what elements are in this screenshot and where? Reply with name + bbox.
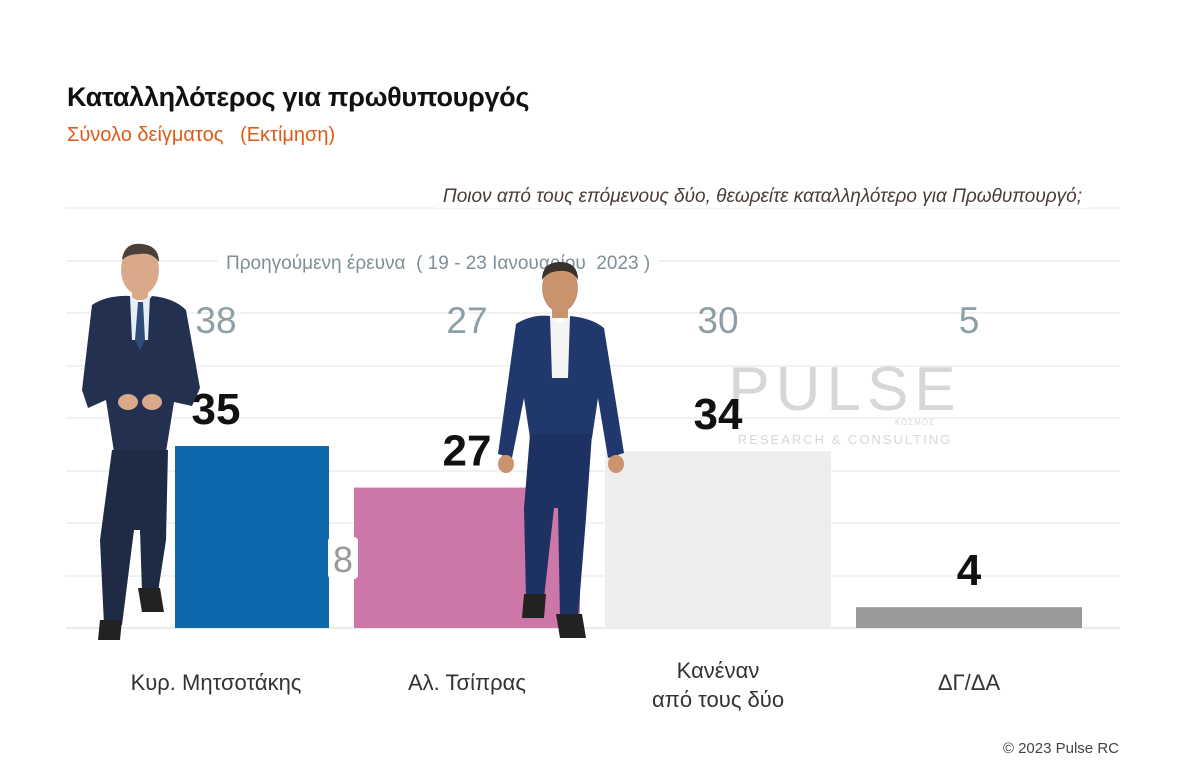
bar-value-label-1: 27 xyxy=(443,427,492,476)
bar-value-label-2: 34 xyxy=(694,390,743,439)
copyright-note: © 2023 Pulse RC xyxy=(1002,740,1119,757)
watermark-logo-text: PULSE xyxy=(728,355,961,424)
survey-question: Ποιον από τους επόμενους δύο, θεωρείτε κ… xyxy=(434,186,1090,208)
bar-2 xyxy=(605,451,831,628)
category-label-0: Κυρ. Μητσοτάκης xyxy=(130,670,302,695)
previous-value-label-1: 27 xyxy=(446,300,487,341)
difference-label: 8 xyxy=(333,539,353,580)
bar-3 xyxy=(856,607,1082,628)
category-label-2: Κανέναν από τους δύο xyxy=(651,658,785,712)
chart-subtitle: Σύνολο δείγματος (Εκτίμηση) xyxy=(67,124,336,146)
bar-0 xyxy=(175,446,329,628)
bar-value-label-0: 35 xyxy=(192,385,241,434)
previous-value-label-0: 38 xyxy=(195,300,236,341)
category-label-1: Αλ. Τσίπρας xyxy=(407,670,526,695)
difference-label-box xyxy=(328,537,358,579)
bar-value-label-3: 4 xyxy=(957,546,982,595)
watermark-tag: ΚΟΣΜΟΣ xyxy=(895,418,935,427)
watermark-subtitle: RESEARCH & CONSULTING xyxy=(738,432,952,447)
tsipras-figure xyxy=(498,262,624,638)
previous-value-label-3: 5 xyxy=(959,300,980,341)
mitsotakis-figure xyxy=(82,243,200,640)
previous-value-label-2: 30 xyxy=(697,300,738,341)
category-label-3: ΔΓ/ΔΑ xyxy=(937,670,1001,695)
chart-title: Καταλληλότερος για πρωθυπουργός xyxy=(67,82,530,112)
